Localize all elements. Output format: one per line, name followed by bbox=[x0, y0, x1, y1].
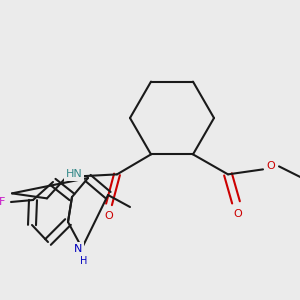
Text: N: N bbox=[74, 244, 82, 254]
Text: O: O bbox=[267, 161, 275, 171]
Text: O: O bbox=[234, 209, 242, 219]
Text: O: O bbox=[105, 212, 113, 221]
Text: HN: HN bbox=[66, 169, 83, 179]
Text: H: H bbox=[80, 256, 88, 266]
Text: F: F bbox=[0, 197, 5, 207]
